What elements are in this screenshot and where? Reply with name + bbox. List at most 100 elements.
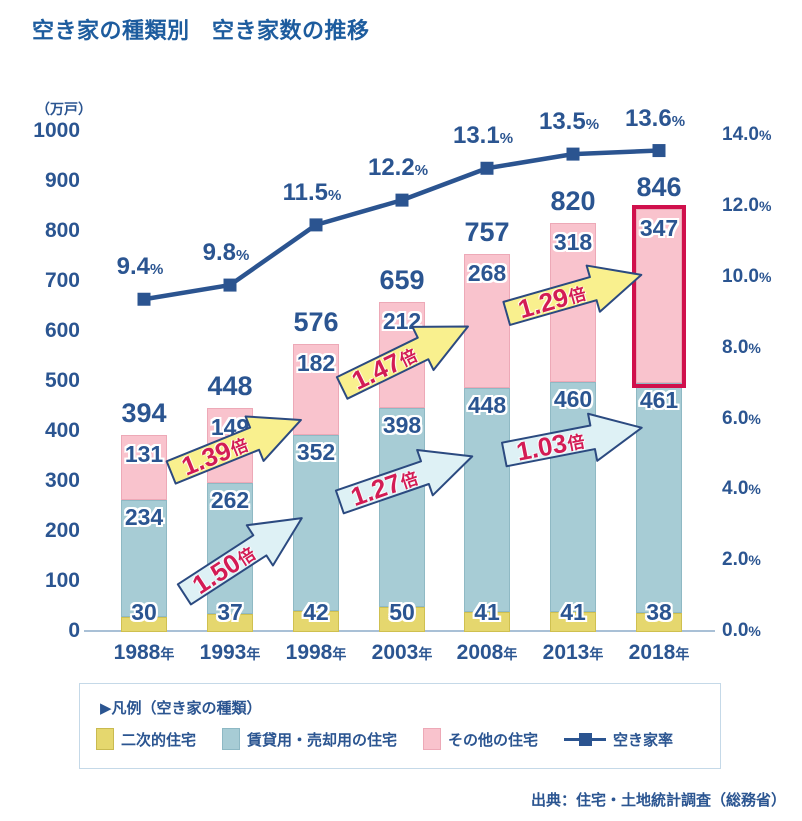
right-axis-tick: 8.0% (722, 336, 761, 358)
arrow-shape-icon (335, 325, 469, 400)
left-axis-unit-label: （万戸） (36, 101, 92, 117)
vacancy-rate-label: 13.1% (452, 122, 514, 150)
percent-sign: % (414, 162, 429, 180)
chart-title: 空き家の種類別 空き家数の推移 (32, 18, 370, 43)
bar-value-label: 234 (124, 504, 164, 530)
bar-value-label: 41 (474, 599, 500, 625)
growth-arrow: 1.27 倍 (329, 430, 484, 528)
bar-segment-0 (207, 613, 253, 632)
legend-item: その他の住宅 (423, 728, 538, 750)
arrow-shape-icon (334, 448, 474, 515)
legend-box: ▶凡例（空き家の種類） 二次的住宅 賃貸用・売却用の住宅 その他の住宅 空き家率 (79, 683, 721, 769)
percent-sign: % (748, 481, 761, 498)
bar-value-label: 448 (467, 391, 507, 418)
left-axis-tick: 800 (44, 219, 80, 242)
bar-segment-1 (636, 382, 682, 613)
bar-value-label: 318 (553, 228, 593, 255)
line-legend-swatch-icon (564, 728, 607, 750)
bar-value-label: 461 (639, 386, 679, 413)
bar-segment-1 (379, 408, 425, 607)
bar-value-label: 352 (296, 439, 336, 465)
bar-value-label: 460 (553, 385, 593, 412)
left-axis-tick: 500 (44, 369, 80, 392)
source-note: 出典：住宅・土地統計調査（総務省） (530, 792, 786, 809)
bar-value-label: 38 (646, 599, 672, 625)
x-axis-label: 1993年 (199, 641, 261, 664)
left-axis-tick: 700 (44, 269, 80, 292)
color-swatch-icon (423, 728, 442, 750)
bar-value-label: 50 (389, 599, 415, 625)
vacancy-rate-label: 12.2% (367, 154, 429, 182)
bar-segment-0 (636, 613, 682, 632)
bar-value-label: 30 (131, 599, 157, 625)
left-axis-tick: 1000 (33, 119, 80, 142)
legend-items: 二次的住宅 賃貸用・売却用の住宅 その他の住宅 空き家率 (96, 728, 699, 750)
x-axis-label: 2008年 (456, 641, 518, 664)
bar-value-label: 182 (296, 350, 336, 376)
left-axis-tick: 600 (44, 319, 80, 342)
bar-total-label: 846 (636, 172, 682, 202)
legend-item-label: 二次的住宅 (121, 731, 197, 749)
color-swatch-icon (96, 728, 114, 750)
bar-value-label: 41 (560, 599, 586, 625)
bar-value-label: 42 (303, 599, 329, 625)
bar-value-label: 268 (467, 259, 507, 286)
bar-segment-2 (121, 434, 167, 500)
vacancy-rate-label: 9.8% (202, 239, 250, 267)
line-marker (395, 193, 409, 207)
right-axis-tick: 10.0% (722, 266, 772, 287)
bar-value-label: 131 (124, 440, 164, 467)
legend-item-label: 空き家率 (613, 731, 674, 749)
percent-sign: % (748, 552, 761, 569)
left-axis-tick: 200 (44, 519, 80, 542)
right-axis-tick: 12.0% (722, 195, 772, 217)
bar-segment-1 (293, 435, 339, 611)
bar-total-label: 394 (121, 397, 167, 428)
legend-title: ▶凡例（空き家の種類） (100, 700, 262, 717)
percent-sign: % (748, 339, 761, 356)
x-axis-label: 2013年 (542, 641, 604, 664)
percent-sign: % (328, 186, 342, 204)
legend-item: 二次的住宅 (96, 728, 196, 750)
bar-segment-0 (379, 607, 425, 632)
growth-arrow: 1.03 倍 (497, 401, 650, 482)
right-axis-tick: 2.0% (722, 549, 761, 571)
percent-sign: % (748, 623, 761, 639)
line-marker (652, 144, 666, 158)
percent-sign: % (748, 410, 761, 427)
percent-sign: % (671, 112, 686, 130)
legend-item-label: その他の住宅 (448, 731, 539, 749)
bar-segment-0 (464, 611, 510, 632)
growth-arrow: 1.50 倍 (168, 494, 319, 618)
growth-arrow: 1.47 倍 (329, 301, 483, 413)
left-axis-tick: 400 (44, 419, 80, 442)
arrow-shape-icon (501, 412, 643, 468)
right-axis-tick: 4.0% (722, 478, 761, 500)
left-axis-tick: 0 (68, 619, 80, 642)
legend-item: 賃貸用・売却用の住宅 (222, 728, 397, 750)
percent-sign: % (758, 127, 772, 144)
line-marker (309, 218, 323, 232)
percent-sign: % (585, 116, 600, 134)
bar-segment-1 (121, 500, 167, 617)
vacancy-rate-label: 9.4% (116, 253, 164, 281)
percent-sign: % (758, 198, 772, 215)
left-axis-tick: 900 (44, 169, 80, 192)
vacancy-rate-label: 13.6% (624, 104, 686, 132)
arrow-shape-icon (176, 517, 303, 606)
left-axis-tick: 100 (44, 569, 80, 592)
arrow-shape-icon (165, 415, 302, 485)
right-axis-tick: 6.0% (722, 407, 761, 429)
bar-segment-0 (121, 617, 167, 632)
vacancy-rate-label: 13.5% (538, 108, 600, 136)
bar-value-label: 398 (382, 412, 422, 438)
line-marker (566, 147, 580, 161)
bar-total-label: 757 (464, 216, 510, 247)
bar-total-label: 576 (293, 307, 339, 337)
bar-segment-1 (464, 387, 510, 612)
percent-sign: % (758, 269, 772, 285)
bar-segment-0 (550, 611, 596, 632)
line-marker (137, 292, 151, 306)
percent-sign: % (150, 261, 164, 279)
